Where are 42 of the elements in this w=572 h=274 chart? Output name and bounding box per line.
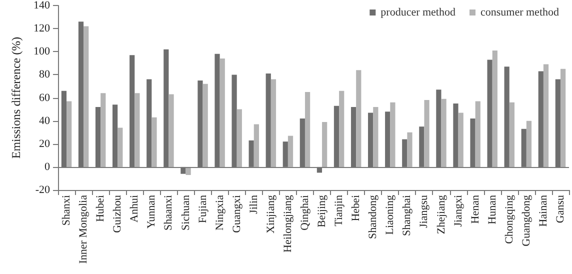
x-tick-label: Shandong xyxy=(367,194,380,239)
x-tick-label: Heilongjiang xyxy=(282,194,294,252)
y-tick-label: 100 xyxy=(34,46,50,58)
y-tick-label: 20 xyxy=(39,138,50,150)
x-tick-label: Guizhou xyxy=(112,194,124,233)
x-tick-label: Sichuan xyxy=(180,194,192,230)
legend-label: consumer method xyxy=(480,6,560,18)
x-tick-label: Hainan xyxy=(537,194,550,227)
y-tick-label: 140 xyxy=(34,0,50,12)
x-tick-label: Hubei xyxy=(94,195,107,222)
y-tick-label: 80 xyxy=(39,68,50,81)
x-tick-label: Shanghai xyxy=(401,195,414,236)
x-tick-label: Qinghai xyxy=(298,195,311,230)
x-tick-label: Fujian xyxy=(196,194,209,224)
x-tick-label: Inner Mongolia xyxy=(78,194,90,264)
x-tick-label: Yunnan xyxy=(146,194,158,229)
legend-label: producer method xyxy=(380,6,456,18)
y-tick-label: 120 xyxy=(34,22,50,35)
x-tick-label: Ningxia xyxy=(214,194,226,230)
x-tick-label: Guangxi xyxy=(230,195,243,233)
x-tick-label: Guangdong xyxy=(520,194,532,246)
x-tick-label: Xinjiang xyxy=(264,194,277,234)
x-tick-label: Jilin xyxy=(248,194,260,214)
x-tick-label: Liaoning xyxy=(384,194,396,235)
x-tick-label: Gansu xyxy=(554,194,566,224)
x-tick-label: Hebei xyxy=(350,195,362,222)
x-tick-label: Beijing xyxy=(316,194,328,228)
y-tick-label: -20 xyxy=(35,184,50,196)
x-tick-label: Zhejiang xyxy=(435,194,448,234)
x-tick-label: Henan xyxy=(469,194,482,224)
y-axis-title: Emissions difference (%) xyxy=(9,36,23,159)
x-tick-label: Anhui xyxy=(128,195,141,222)
x-tick-label: Jiangxi xyxy=(452,195,464,227)
x-tick-label: Tianjin xyxy=(333,194,346,226)
x-tick-label: Jiangsu xyxy=(418,194,430,228)
x-tick-label: Chongqing xyxy=(503,194,516,244)
y-tick-label: 0 xyxy=(44,160,50,173)
x-tick-label: Shaanxi xyxy=(162,195,175,230)
x-tick-label: Shanxi xyxy=(60,195,73,226)
x-tick-label: Hunan xyxy=(486,194,498,224)
y-tick-label: 40 xyxy=(39,114,50,127)
y-tick-label: 60 xyxy=(39,92,50,104)
